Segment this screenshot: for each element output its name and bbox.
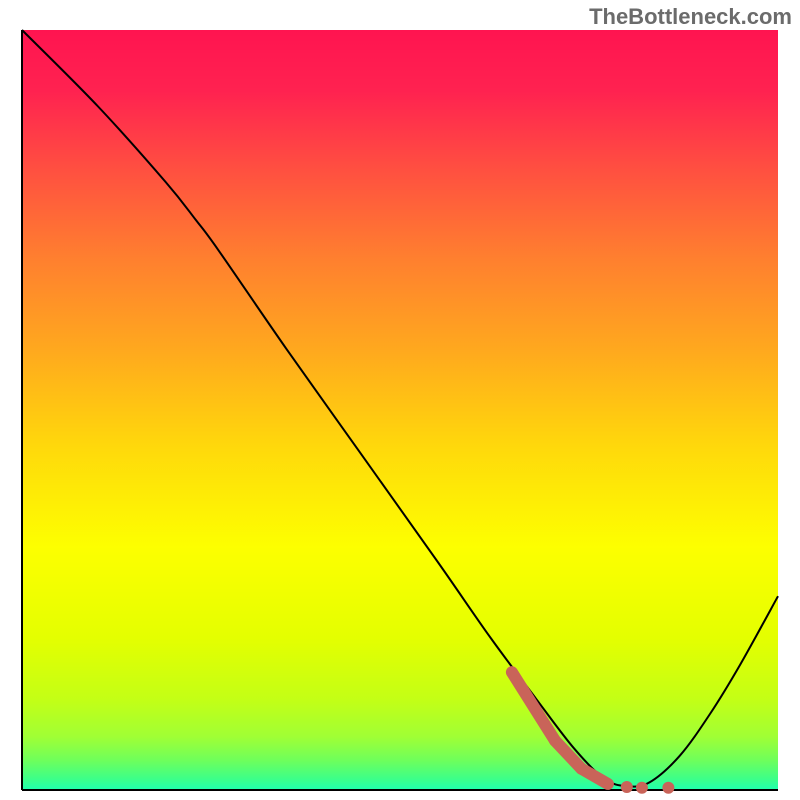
chart-svg	[0, 0, 800, 800]
watermark-text: TheBottleneck.com	[589, 4, 792, 30]
bottleneck-chart: TheBottleneck.com	[0, 0, 800, 800]
